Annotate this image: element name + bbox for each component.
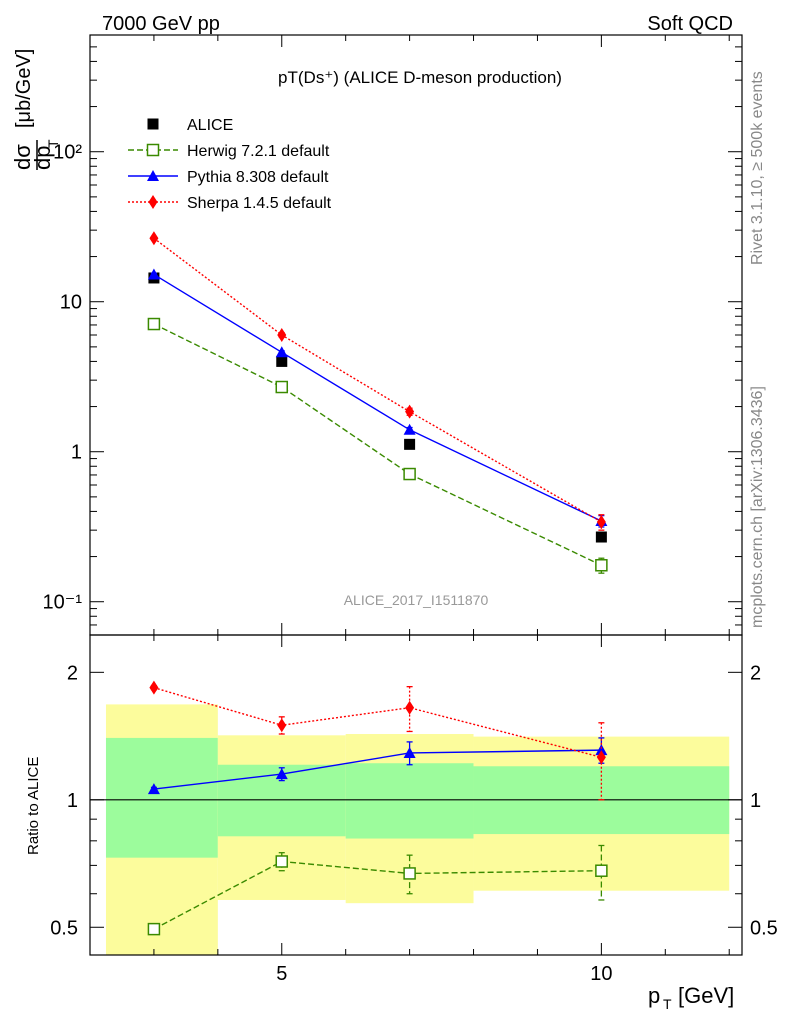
mcplots-label: mcplots.cern.ch [arXiv:1306.3436] [749,386,766,628]
series-line [153,749,602,790]
ratio-y-tick-label-right: 1 [750,790,761,812]
ratio-uncertainty-bands [105,704,730,955]
main-ylabel: dσ dp T [μb/GeV] [10,49,61,170]
data-point [405,404,415,419]
data-point [146,143,160,157]
ratio-y-ticks: 0.5 0.5 1 1 2 2 [50,662,778,939]
y-tick-label: 10⁻¹ [43,592,83,614]
legend-label: Sherpa 1.4.5 default [187,195,332,212]
data-point [149,231,159,246]
series-line [153,686,602,758]
data-point [595,531,607,543]
main-series-3 [149,231,606,531]
band-inner-2 [345,763,474,839]
svg-text:dσ: dσ [10,144,35,170]
svg-text:T: T [663,996,672,1012]
legend-item-2: Pythia 8.308 default [128,169,329,186]
y-tick-label: 1 [71,442,82,464]
data-point [595,864,608,877]
data-point [275,855,289,868]
data-point [276,355,288,367]
data-point [277,718,287,733]
data-point [595,744,608,756]
data-point [147,922,161,936]
x-ticks: 5 10 [153,35,730,985]
ratio-ylabel: Ratio to ALICE [25,757,42,855]
main-series-1 [147,317,608,574]
ratio-series-0 [147,844,608,936]
header-right-label: Soft QCD [647,13,733,35]
ratio-series-2 [149,680,606,801]
svg-text:[μb/GeV]: [μb/GeV] [13,49,35,128]
data-point [405,700,415,715]
data-point [147,170,159,181]
data-point [277,328,287,342]
data-point [596,750,606,765]
ratio-series-1 [147,737,608,795]
legend-label: ALICE [187,117,233,134]
ratio-frame [89,634,743,956]
legend-item-3: Sherpa 1.4.5 default [128,195,332,212]
main-title: pT(Ds⁺) (ALICE D-meson production) [278,68,562,87]
legend-item-1: Herwig 7.2.1 default [128,143,330,160]
x-axis-label: p T [GeV] [648,983,734,1012]
ratio-y-tick-label: 0.5 [50,917,78,939]
ratio-y-tick-label-right: 0.5 [750,917,778,939]
legend: ALICE Herwig 7.2.1 default Pythia 8.308 de… [128,117,332,212]
data-point [596,515,606,530]
data-point [595,559,608,572]
x-tick-label: 5 [276,963,287,985]
data-point [403,746,416,758]
legend-label: Pythia 8.308 default [187,169,329,186]
svg-text:T: T [45,139,61,148]
x-tick-label: 10 [590,963,612,985]
band-inner-0 [105,737,218,858]
data-point [148,195,158,209]
svg-text:[GeV]: [GeV] [678,983,734,1008]
legend-label: Herwig 7.2.1 default [187,143,330,160]
svg-text:p: p [648,983,660,1008]
svg-text:dp: dp [30,146,55,170]
ratio-y-tick-label-right: 2 [750,662,761,684]
data-point [149,680,159,695]
series-line [153,323,602,566]
data-point [403,423,416,435]
main-series-2 [147,268,608,528]
ratio-y-tick-label: 1 [67,790,78,812]
y-tick-label: 10² [53,142,82,164]
series-line [153,273,602,522]
main-y-ticks: 10⁻¹ 1 10 10² [43,34,742,636]
data-point [147,118,159,130]
data-point [403,867,416,880]
data-point [147,783,160,795]
data-point [275,380,289,394]
series-line [153,860,602,930]
series-line [153,237,602,523]
header-left-label: 7000 GeV pp [102,13,220,35]
rivet-version-label: Rivet 3.1.10, ≥ 500k events [749,71,766,265]
data-point [275,768,288,780]
data-point [275,346,288,358]
data-point [403,467,416,481]
ratio-y-tick-label: 2 [67,662,78,684]
data-point [404,438,416,450]
data-point [147,268,160,280]
legend-item-0: ALICE [147,117,233,134]
analysis-label: ALICE_2017_I1511870 [344,592,489,608]
data-point [147,317,161,331]
y-tick-label: 10 [60,292,82,314]
